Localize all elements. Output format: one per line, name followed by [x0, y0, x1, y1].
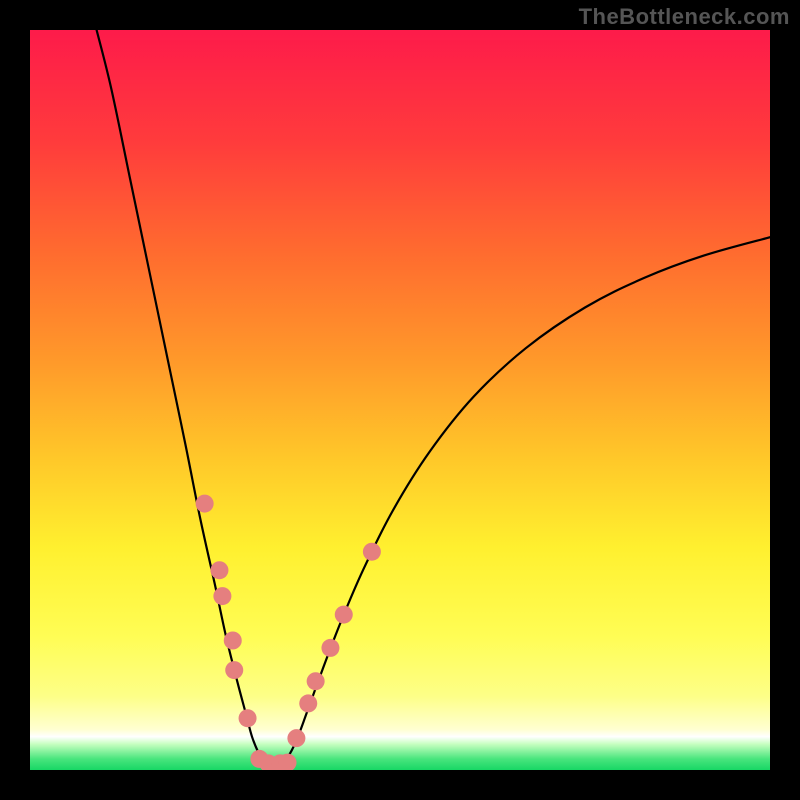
data-marker: [224, 632, 242, 650]
data-marker: [307, 672, 325, 690]
data-marker: [225, 661, 243, 679]
data-marker: [213, 587, 231, 605]
data-marker: [363, 543, 381, 561]
data-marker: [287, 729, 305, 747]
data-marker: [335, 606, 353, 624]
data-marker: [196, 495, 214, 513]
gradient-background: [30, 30, 770, 770]
watermark-text: TheBottleneck.com: [579, 4, 790, 30]
data-marker: [239, 709, 257, 727]
data-marker: [321, 639, 339, 657]
chart-svg: [30, 30, 770, 770]
plot-area: [30, 30, 770, 770]
chart-root: TheBottleneck.com: [0, 0, 800, 800]
data-marker: [210, 561, 228, 579]
data-marker: [299, 694, 317, 712]
